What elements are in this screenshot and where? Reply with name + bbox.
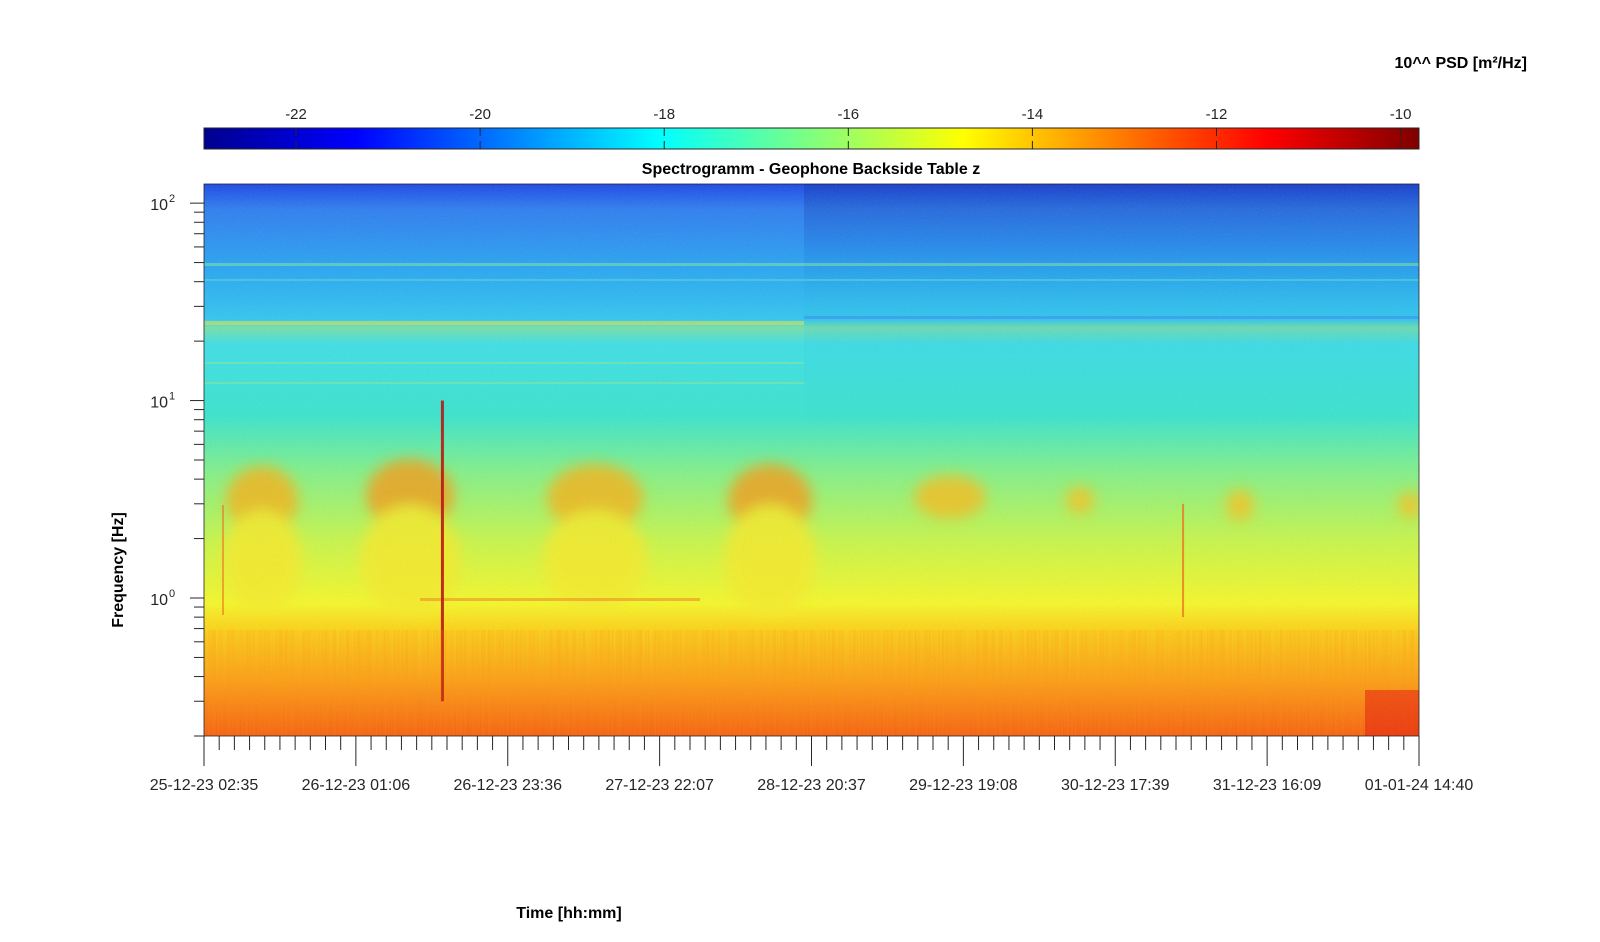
colorbar-tick-label: -10 <box>1390 106 1412 123</box>
colorbar-gradient <box>203 127 1420 150</box>
x-axis-label: Time [hh:mm] <box>516 905 621 922</box>
y-tick-exponent: 2 <box>169 193 175 205</box>
x-tick-label: 30-12-23 17:39 <box>1061 777 1170 794</box>
x-tick-label: 01-01-24 14:40 <box>1365 777 1474 794</box>
x-tick-label: 26-12-23 23:36 <box>453 777 562 794</box>
chart-title: Spectrogramm - Geophone Backside Table z <box>642 161 980 178</box>
x-tick-label: 31-12-23 16:09 <box>1213 777 1322 794</box>
colorbar-tick-label: -18 <box>653 106 675 123</box>
x-tick-label: 26-12-23 01:06 <box>302 777 411 794</box>
y-tick-label: 10 <box>150 197 168 214</box>
x-tick-label: 28-12-23 20:37 <box>757 777 866 794</box>
colorbar-ticks: -22 -20 -18 -16 -14 -12 -10 <box>285 106 1411 149</box>
y-axis-label: Frequency [Hz] <box>110 512 127 628</box>
colorbar-tick-label: -20 <box>469 106 491 123</box>
colorbar-label: 10^^ PSD [m²/Hz] <box>1395 55 1527 72</box>
colorbar-tick-label: -16 <box>837 106 859 123</box>
y-tick-exponent: 1 <box>169 391 175 403</box>
y-tick-label: 10 <box>150 592 168 609</box>
colorbar-tick-label: -14 <box>1022 106 1044 123</box>
x-tick-label: 25-12-23 02:35 <box>150 777 259 794</box>
x-axis: 25-12-23 02:35 26-12-23 01:06 26-12-23 23:… <box>150 736 1474 794</box>
x-tick-label: 29-12-23 19:08 <box>909 777 1018 794</box>
colorbar: -22 -20 -18 -16 -14 -12 -10 <box>203 106 1420 150</box>
y-tick-label: 10 <box>150 395 168 412</box>
x-tick-label: 27-12-23 22:07 <box>605 777 714 794</box>
spectrogram-image <box>204 184 1419 736</box>
colorbar-tick-label: -22 <box>285 106 307 123</box>
colorbar-tick-label: -12 <box>1206 106 1228 123</box>
y-tick-exponent: 0 <box>169 588 175 600</box>
